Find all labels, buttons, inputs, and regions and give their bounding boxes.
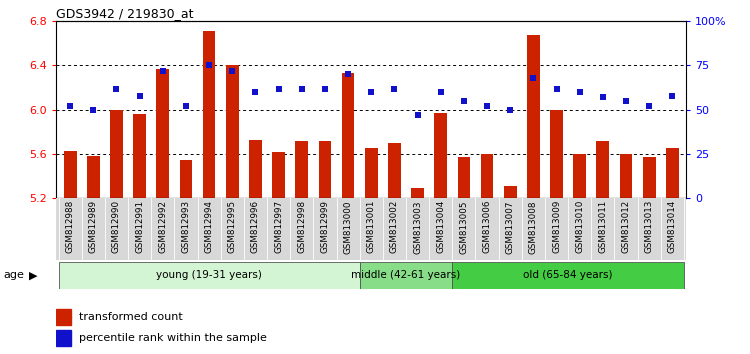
Point bbox=[250, 89, 262, 95]
Text: GSM812997: GSM812997 bbox=[274, 200, 283, 253]
Bar bbox=[388, 143, 400, 198]
Bar bbox=[64, 151, 76, 198]
Text: GSM812993: GSM812993 bbox=[182, 200, 190, 253]
Point bbox=[527, 75, 539, 81]
Bar bbox=[202, 31, 215, 198]
Bar bbox=[134, 114, 146, 198]
Text: GSM812995: GSM812995 bbox=[228, 200, 237, 253]
Point bbox=[87, 107, 99, 113]
Text: GSM812989: GSM812989 bbox=[88, 200, 98, 253]
Text: GSM812988: GSM812988 bbox=[66, 200, 75, 253]
Bar bbox=[411, 188, 424, 198]
Text: GSM812994: GSM812994 bbox=[205, 200, 214, 253]
Point bbox=[342, 72, 354, 77]
Point bbox=[435, 89, 447, 95]
Text: middle (42-61 years): middle (42-61 years) bbox=[351, 270, 460, 280]
Bar bbox=[596, 141, 609, 198]
Text: GSM812998: GSM812998 bbox=[297, 200, 306, 253]
Text: GDS3942 / 219830_at: GDS3942 / 219830_at bbox=[56, 7, 194, 20]
Bar bbox=[272, 152, 285, 198]
Point bbox=[412, 112, 424, 118]
Text: GSM812992: GSM812992 bbox=[158, 200, 167, 253]
Text: GSM812996: GSM812996 bbox=[251, 200, 260, 253]
Text: GSM813005: GSM813005 bbox=[460, 200, 469, 253]
Bar bbox=[110, 110, 123, 198]
Bar bbox=[666, 148, 679, 198]
Point bbox=[64, 103, 76, 109]
Text: GSM813011: GSM813011 bbox=[598, 200, 608, 253]
Text: GSM813009: GSM813009 bbox=[552, 200, 561, 253]
Bar bbox=[249, 139, 262, 198]
Text: GSM813003: GSM813003 bbox=[413, 200, 422, 253]
Bar bbox=[296, 141, 308, 198]
Text: GSM813001: GSM813001 bbox=[367, 200, 376, 253]
Bar bbox=[226, 65, 238, 198]
Text: GSM812999: GSM812999 bbox=[320, 200, 329, 253]
Point bbox=[620, 98, 632, 104]
Point bbox=[203, 63, 215, 68]
Bar bbox=[179, 160, 192, 198]
Text: GSM813006: GSM813006 bbox=[482, 200, 491, 253]
Bar bbox=[458, 157, 470, 198]
Text: GSM813014: GSM813014 bbox=[668, 200, 676, 253]
Point bbox=[226, 68, 238, 74]
Point bbox=[180, 103, 192, 109]
Text: GSM813004: GSM813004 bbox=[436, 200, 445, 253]
Bar bbox=[550, 110, 563, 198]
Bar bbox=[452, 262, 684, 289]
Point bbox=[644, 103, 656, 109]
Point bbox=[272, 86, 284, 91]
Text: GSM813013: GSM813013 bbox=[645, 200, 654, 253]
Bar bbox=[643, 157, 656, 198]
Point bbox=[388, 86, 400, 91]
Bar bbox=[573, 154, 586, 198]
Bar bbox=[365, 148, 377, 198]
Point bbox=[597, 95, 609, 100]
Bar bbox=[342, 73, 355, 198]
Bar bbox=[434, 113, 447, 198]
Bar bbox=[504, 186, 517, 198]
Text: GSM813000: GSM813000 bbox=[344, 200, 352, 253]
Point bbox=[365, 89, 377, 95]
Text: percentile rank within the sample: percentile rank within the sample bbox=[79, 333, 267, 343]
Text: transformed count: transformed count bbox=[79, 312, 183, 322]
Point bbox=[666, 93, 678, 98]
Text: old (65-84 years): old (65-84 years) bbox=[524, 270, 613, 280]
Bar bbox=[87, 156, 100, 198]
Point bbox=[550, 86, 562, 91]
Point bbox=[458, 98, 470, 104]
Bar bbox=[360, 262, 452, 289]
Point bbox=[319, 86, 331, 91]
Text: GSM813007: GSM813007 bbox=[506, 200, 515, 253]
Point bbox=[157, 68, 169, 74]
Bar bbox=[56, 330, 71, 346]
Text: GSM813012: GSM813012 bbox=[622, 200, 631, 253]
Text: GSM813010: GSM813010 bbox=[575, 200, 584, 253]
Point bbox=[110, 86, 122, 91]
Point bbox=[134, 93, 146, 98]
Text: age: age bbox=[4, 270, 25, 280]
Point bbox=[481, 103, 493, 109]
Text: GSM813002: GSM813002 bbox=[390, 200, 399, 253]
Text: GSM813008: GSM813008 bbox=[529, 200, 538, 253]
Point bbox=[574, 89, 586, 95]
Text: GSM812990: GSM812990 bbox=[112, 200, 121, 253]
Point bbox=[296, 86, 307, 91]
Text: young (19-31 years): young (19-31 years) bbox=[156, 270, 262, 280]
Bar bbox=[157, 69, 170, 198]
Text: ▶: ▶ bbox=[28, 270, 37, 280]
Point bbox=[504, 107, 516, 113]
Bar bbox=[58, 262, 360, 289]
Bar bbox=[527, 35, 540, 198]
Bar bbox=[319, 141, 332, 198]
Bar bbox=[620, 154, 632, 198]
Text: GSM812991: GSM812991 bbox=[135, 200, 144, 253]
Bar bbox=[481, 154, 494, 198]
Bar bbox=[56, 309, 71, 325]
